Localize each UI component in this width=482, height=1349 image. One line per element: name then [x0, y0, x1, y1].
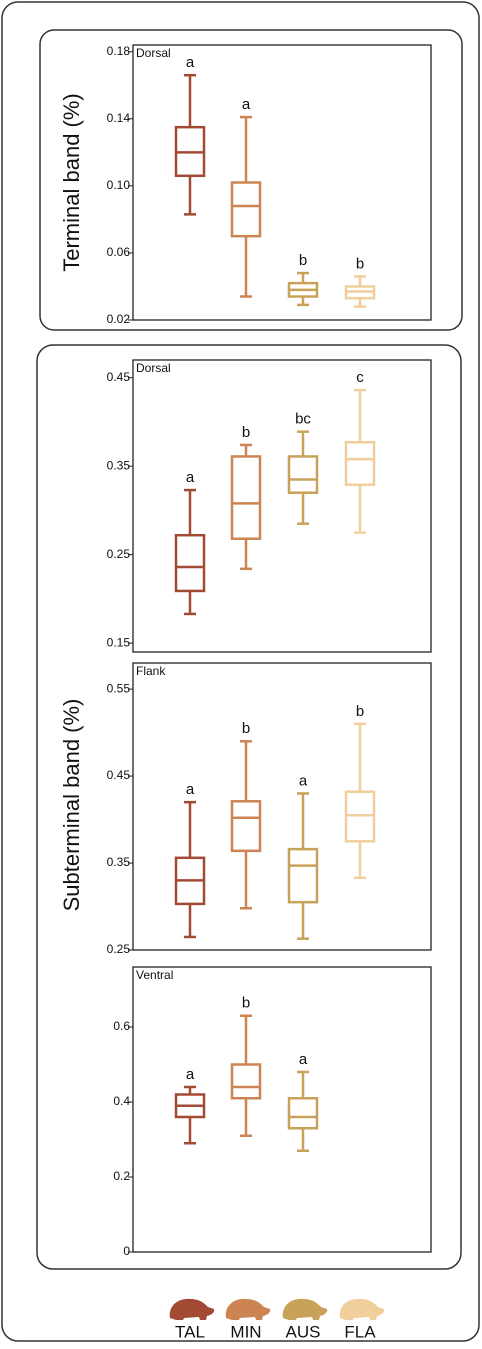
significance-letter: b — [242, 720, 250, 737]
box — [287, 455, 319, 494]
terminal-frame — [39, 29, 463, 331]
legend-label: AUS — [286, 1322, 321, 1341]
y-tick-label: 0.02 — [107, 312, 131, 326]
plot-frame — [132, 966, 432, 1253]
y-axis-title: Terminal band (%) — [59, 93, 84, 272]
y-tick-label: 0.6 — [113, 1019, 130, 1033]
y-tick-label: 0.35 — [107, 855, 131, 869]
y-tick-label: 0.35 — [107, 458, 131, 472]
y-axis-title: Subterminal band (%) — [59, 699, 84, 912]
significance-letter: b — [356, 255, 364, 272]
box — [230, 455, 262, 540]
y-tick-label: 0.18 — [107, 44, 131, 58]
y-tick-label: 0.06 — [107, 245, 131, 259]
significance-letter: a — [299, 1051, 308, 1068]
significance-letter: c — [356, 369, 364, 386]
significance-letter: b — [299, 252, 307, 269]
significance-letter: a — [186, 1066, 195, 1083]
significance-letter: a — [299, 772, 308, 789]
legend-label: TAL — [175, 1322, 205, 1341]
legend-icon — [282, 1298, 328, 1320]
box — [174, 533, 206, 593]
y-tick-label: 0.2 — [113, 1169, 130, 1183]
y-tick-label: 0.25 — [107, 547, 131, 561]
y-tick-label: 0.15 — [107, 635, 131, 649]
significance-letter: a — [242, 96, 251, 113]
y-tick-label: 0.45 — [107, 768, 131, 782]
box — [344, 790, 376, 843]
legend-icon — [225, 1298, 271, 1320]
y-tick-label: 0.14 — [107, 111, 131, 125]
box — [344, 441, 376, 487]
y-tick-label: 0 — [123, 1244, 130, 1258]
significance-letter: b — [356, 703, 364, 720]
plot-frame — [132, 662, 432, 951]
y-tick-label: 0.25 — [107, 942, 131, 956]
significance-letter: bc — [295, 411, 311, 428]
box — [230, 800, 262, 853]
panel-label: Dorsal — [136, 361, 171, 375]
y-tick-label: 0.4 — [113, 1094, 130, 1108]
legend-icon — [339, 1298, 385, 1320]
legend-icon — [169, 1298, 215, 1320]
panel-label: Ventral — [136, 968, 173, 982]
y-tick-label: 0.10 — [107, 178, 131, 192]
significance-letter: a — [186, 54, 195, 71]
y-tick-label: 0.55 — [107, 681, 131, 695]
y-tick-label: 0.45 — [107, 370, 131, 384]
significance-letter: a — [186, 469, 195, 486]
legend-label: MIN — [230, 1322, 261, 1341]
subterminal-frame — [36, 344, 462, 1270]
panel-label: Flank — [136, 664, 166, 678]
significance-letter: b — [242, 424, 250, 441]
significance-letter: a — [186, 781, 195, 798]
plot-frame — [132, 359, 432, 653]
box — [287, 847, 319, 904]
significance-letter: b — [242, 995, 250, 1012]
box — [230, 1063, 262, 1100]
panel-label: Dorsal — [136, 46, 171, 60]
plot-frame — [132, 44, 432, 321]
box — [230, 181, 262, 238]
box — [287, 1097, 319, 1130]
legend-label: FLA — [344, 1322, 376, 1341]
